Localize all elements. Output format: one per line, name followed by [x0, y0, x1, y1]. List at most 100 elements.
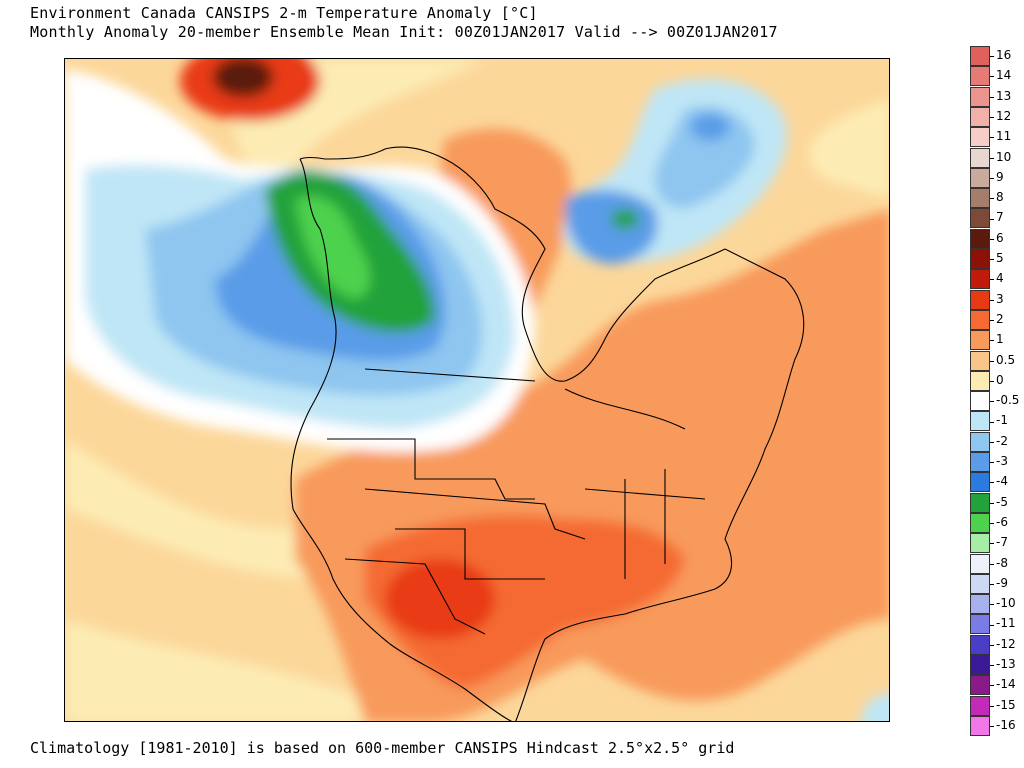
legend-swatch: [970, 46, 990, 66]
legend-swatch: [970, 289, 990, 310]
coastlines: [290, 146, 805, 721]
legend-tick: [990, 218, 994, 220]
legend-label: 16: [996, 48, 1012, 62]
coastline-east: [515, 248, 805, 721]
legend-label: -5: [996, 494, 1008, 509]
legend-tick: [990, 299, 994, 301]
legend-tick: [990, 462, 994, 464]
us-state-lines-a: [327, 438, 535, 500]
us-state-lines-c: [395, 528, 545, 580]
legend-label: -11: [996, 616, 1016, 631]
legend-label: 7: [996, 210, 1004, 225]
anomaly-map-canvas: [65, 59, 889, 721]
legend-tick: [990, 441, 994, 443]
legend-tick: [990, 421, 994, 423]
legend-tick: [990, 320, 994, 322]
color-legend: 16 14 13 12 11 10 9 8 7 6 5 4 3 2 1 0.5 0 -0.5 -1 -2 -3 -4 -5 -…: [968, 44, 1020, 736]
legend-tick: [990, 604, 994, 606]
legend-swatch: [970, 147, 990, 168]
legend-label: 14: [996, 68, 1012, 83]
legend-tick: [990, 198, 994, 200]
legend-swatch: [970, 228, 990, 249]
legend-label: -4: [996, 474, 1008, 489]
legend-tick: [990, 238, 994, 240]
legend-label: -1: [996, 413, 1008, 428]
legend-swatch: [970, 452, 990, 472]
legend-tick: [990, 726, 994, 728]
legend-swatch: [970, 715, 990, 736]
legend-swatch: [970, 472, 990, 493]
legend-swatch: [970, 350, 990, 371]
legend-label: -15: [996, 697, 1016, 712]
legend-tick: [990, 502, 994, 504]
legend-tick: [990, 644, 994, 646]
legend-tick: [990, 157, 994, 159]
anomaly-zone-plus3-core: [385, 559, 495, 639]
legend-swatch: [970, 249, 990, 269]
legend-label: -10: [996, 596, 1016, 611]
legend-tick: [990, 705, 994, 707]
anomaly-zone-bering-core: [213, 59, 273, 97]
map-subtitle: Monthly Anomaly 20-member Ensemble Mean …: [30, 23, 778, 41]
legend-label: 12: [996, 108, 1012, 123]
legend-tick: [990, 523, 994, 525]
legend-label: -8: [996, 555, 1008, 570]
legend-tick: [990, 96, 994, 98]
legend-swatch: [970, 66, 990, 87]
legend-tick: [990, 177, 994, 179]
legend-label: -14: [996, 677, 1016, 692]
legend-label: 5: [996, 251, 1004, 265]
legend-label: -0.5: [996, 393, 1020, 408]
legend-tick: [990, 360, 994, 362]
legend-swatch: [970, 695, 990, 716]
legend-label: 1: [996, 332, 1004, 347]
legend-tick: [990, 685, 994, 687]
coastline-west: [290, 158, 513, 721]
legend-tick: [990, 279, 994, 281]
border-us-canada: [364, 368, 536, 382]
anomaly-zone-minus5: [295, 196, 370, 299]
legend-tick: [990, 380, 994, 382]
legend-label: 0.5: [996, 352, 1016, 367]
legend-label: -3: [996, 454, 1008, 468]
map-title: Environment Canada CANSIPS 2-m Temperatu…: [30, 4, 538, 22]
legend-swatch: [970, 431, 990, 452]
legend-label: 8: [996, 190, 1004, 205]
legend-tick: [990, 543, 994, 545]
legend-swatch: [970, 106, 990, 127]
legend-swatch: [970, 573, 990, 594]
legend-swatch: [970, 411, 990, 432]
legend-label: -6: [996, 514, 1008, 529]
legend-tick: [990, 117, 994, 119]
legend-swatch: [970, 492, 990, 513]
legend-swatch: [970, 127, 990, 148]
legend-tick: [990, 259, 994, 261]
legend-tick: [990, 583, 994, 585]
legend-label: -13: [996, 657, 1016, 671]
legend-swatch: [970, 634, 990, 655]
anomaly-zone-greenland-minus2: [654, 106, 755, 209]
legend-swatch: [970, 86, 990, 107]
legend-label: -7: [996, 535, 1008, 550]
anomaly-zone-0-south: [65, 619, 365, 721]
legend-swatch: [970, 614, 990, 635]
anomaly-map: [64, 58, 890, 722]
legend-swatch: [970, 370, 990, 391]
legend-label: -9: [996, 575, 1008, 590]
legend-label: -16: [996, 717, 1016, 732]
anomaly-zone-plus2-core: [365, 515, 685, 689]
legend-label: 4: [996, 271, 1004, 286]
anomaly-zone-baffin-minus3: [565, 190, 658, 264]
climatology-footnote: Climatology [1981-2010] is based on 600-…: [30, 739, 735, 757]
legend-tick: [990, 137, 994, 139]
legend-tick: [990, 56, 994, 58]
us-state-lines-b: [364, 488, 586, 540]
legend-label: 3: [996, 291, 1004, 306]
legend-tick: [990, 624, 994, 626]
legend-label: 10: [996, 149, 1012, 164]
legend-swatch: [970, 594, 990, 615]
legend-swatch: [970, 330, 990, 351]
legend-swatch: [970, 188, 990, 209]
legend-label: 6: [996, 230, 1004, 245]
legend-swatch: [970, 309, 990, 330]
